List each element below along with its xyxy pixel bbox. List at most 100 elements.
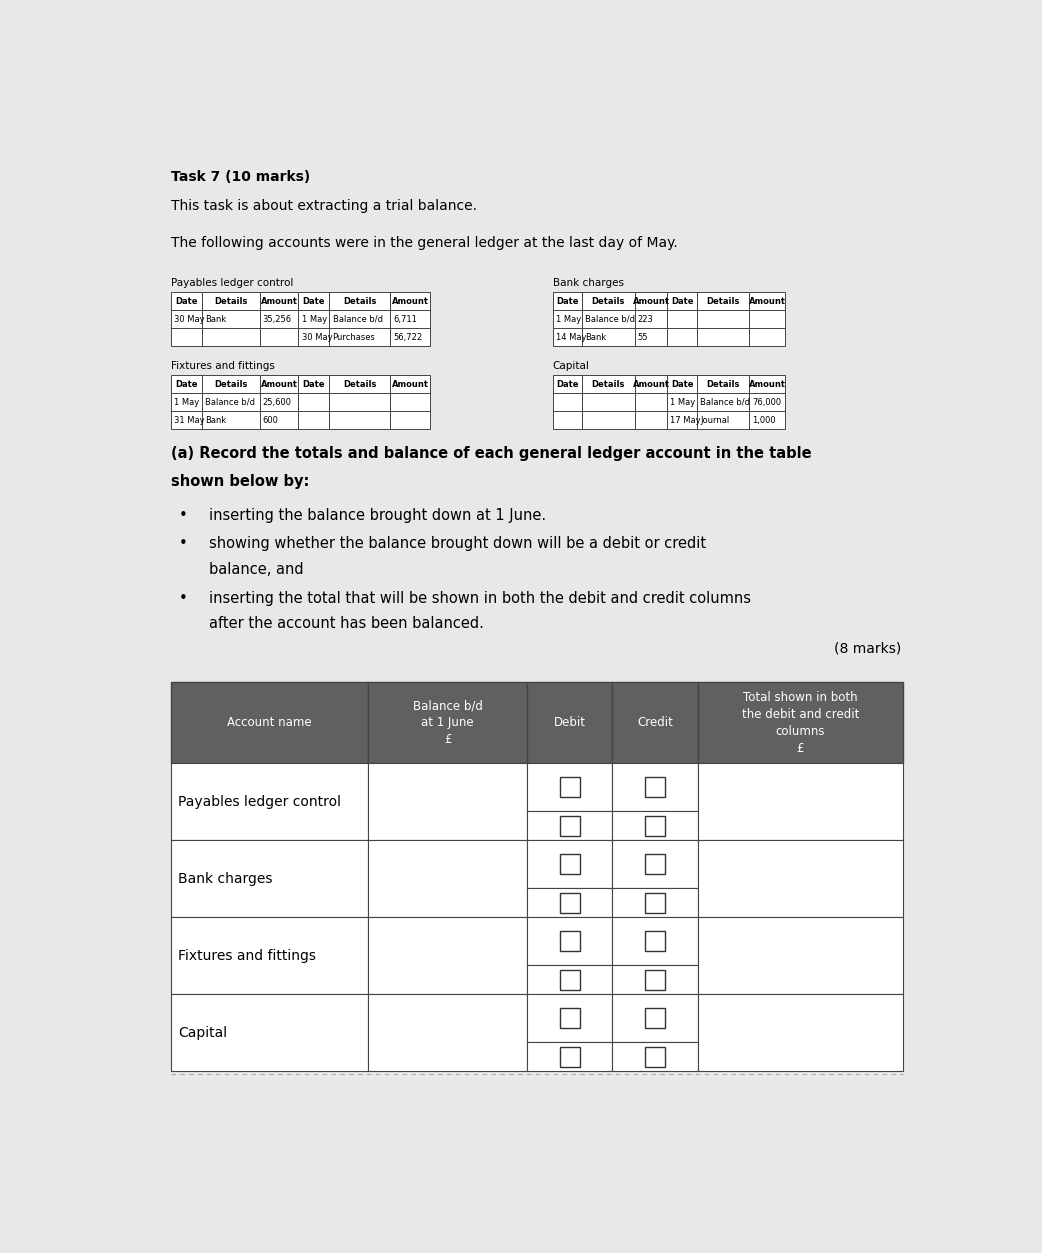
Text: Amount: Amount bbox=[260, 380, 298, 388]
Bar bbox=[560, 931, 579, 951]
Text: Date: Date bbox=[671, 380, 693, 388]
Bar bbox=[527, 965, 613, 995]
Text: Payables ledger control: Payables ledger control bbox=[171, 278, 293, 288]
Bar bbox=[298, 411, 329, 430]
Text: 1 May: 1 May bbox=[555, 315, 581, 323]
Bar bbox=[368, 917, 527, 995]
Bar bbox=[645, 892, 665, 912]
Bar bbox=[259, 375, 298, 393]
Bar bbox=[171, 841, 368, 917]
Bar bbox=[667, 411, 697, 430]
Bar bbox=[560, 892, 579, 912]
Bar bbox=[635, 328, 667, 346]
Bar bbox=[582, 411, 635, 430]
Text: Date: Date bbox=[302, 380, 325, 388]
Text: 25,600: 25,600 bbox=[263, 398, 292, 407]
Text: Amount: Amount bbox=[632, 297, 670, 306]
Bar bbox=[645, 816, 665, 836]
Bar bbox=[613, 683, 697, 763]
Text: Date: Date bbox=[175, 297, 197, 306]
Text: •: • bbox=[178, 591, 188, 605]
Text: Amount: Amount bbox=[392, 297, 428, 306]
Bar bbox=[368, 683, 527, 763]
Bar bbox=[560, 777, 579, 797]
Text: •: • bbox=[178, 536, 188, 551]
Text: Amount: Amount bbox=[749, 380, 786, 388]
Text: 55: 55 bbox=[638, 333, 648, 342]
Text: Bank: Bank bbox=[586, 333, 606, 342]
Bar bbox=[697, 393, 749, 411]
Text: Date: Date bbox=[556, 380, 578, 388]
Text: Date: Date bbox=[302, 297, 325, 306]
Text: Balance b/d: Balance b/d bbox=[332, 315, 382, 323]
Text: Date: Date bbox=[671, 297, 693, 306]
Text: Journal: Journal bbox=[700, 416, 729, 425]
Bar bbox=[329, 411, 390, 430]
Text: Total shown in both: Total shown in both bbox=[743, 690, 858, 704]
Bar bbox=[390, 311, 430, 328]
Text: at 1 June: at 1 June bbox=[421, 717, 474, 729]
Bar bbox=[697, 683, 903, 763]
Bar bbox=[368, 841, 527, 917]
Text: Balance b/d: Balance b/d bbox=[586, 315, 636, 323]
Text: Task 7 (10 marks): Task 7 (10 marks) bbox=[171, 169, 309, 184]
Bar bbox=[667, 292, 697, 311]
Text: the debit and credit: the debit and credit bbox=[742, 708, 859, 720]
Bar bbox=[329, 375, 390, 393]
Text: Date: Date bbox=[556, 297, 578, 306]
Bar bbox=[171, 311, 201, 328]
Bar bbox=[171, 995, 368, 1071]
Text: 6,711: 6,711 bbox=[393, 315, 417, 323]
Bar bbox=[667, 328, 697, 346]
Text: Bank: Bank bbox=[204, 416, 226, 425]
Bar bbox=[171, 683, 368, 763]
Text: (8 marks): (8 marks) bbox=[835, 642, 901, 655]
Text: Capital: Capital bbox=[552, 361, 590, 371]
Bar bbox=[560, 855, 579, 875]
Bar bbox=[613, 841, 697, 888]
Bar bbox=[527, 995, 613, 1042]
Bar bbox=[613, 995, 697, 1042]
Bar bbox=[613, 811, 697, 841]
Text: £: £ bbox=[796, 742, 804, 754]
Text: Bank charges: Bank charges bbox=[178, 872, 273, 886]
Bar bbox=[645, 970, 665, 990]
Text: 600: 600 bbox=[263, 416, 278, 425]
Bar bbox=[527, 683, 613, 763]
Bar bbox=[667, 393, 697, 411]
Text: 35,256: 35,256 bbox=[263, 315, 292, 323]
Bar bbox=[613, 965, 697, 995]
Text: Payables ledger control: Payables ledger control bbox=[178, 794, 342, 808]
Text: Amount: Amount bbox=[632, 380, 670, 388]
Bar bbox=[697, 917, 903, 995]
Bar bbox=[613, 1042, 697, 1071]
Text: 223: 223 bbox=[638, 315, 653, 323]
Bar bbox=[749, 292, 785, 311]
Bar bbox=[259, 311, 298, 328]
Bar bbox=[201, 411, 259, 430]
Text: shown below by:: shown below by: bbox=[171, 474, 308, 489]
Bar bbox=[582, 328, 635, 346]
Bar bbox=[645, 1046, 665, 1066]
Text: £: £ bbox=[444, 733, 451, 747]
Bar bbox=[329, 292, 390, 311]
Text: Details: Details bbox=[592, 297, 625, 306]
Bar bbox=[201, 292, 259, 311]
Bar bbox=[259, 393, 298, 411]
Bar bbox=[171, 411, 201, 430]
Text: inserting the total that will be shown in both the debit and credit columns: inserting the total that will be shown i… bbox=[209, 591, 751, 605]
Bar bbox=[329, 311, 390, 328]
Bar bbox=[697, 375, 749, 393]
Bar bbox=[697, 311, 749, 328]
Bar bbox=[171, 375, 201, 393]
Text: Amount: Amount bbox=[392, 380, 428, 388]
Bar bbox=[635, 311, 667, 328]
Text: 31 May: 31 May bbox=[174, 416, 204, 425]
Bar bbox=[329, 393, 390, 411]
Bar bbox=[697, 763, 903, 841]
Text: Amount: Amount bbox=[260, 297, 298, 306]
Bar bbox=[390, 292, 430, 311]
Text: Credit: Credit bbox=[637, 717, 673, 729]
Text: Details: Details bbox=[592, 380, 625, 388]
Bar bbox=[259, 292, 298, 311]
